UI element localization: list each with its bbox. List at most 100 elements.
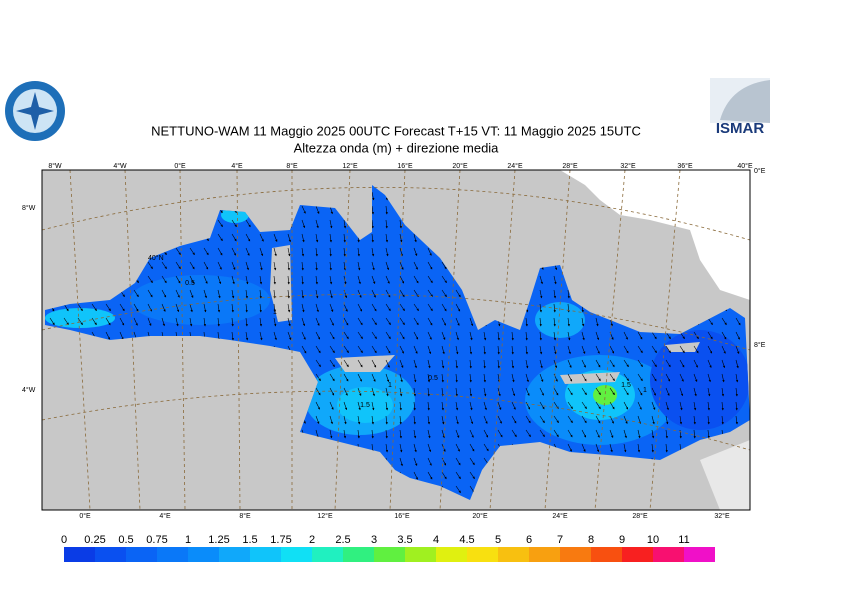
wave-arrow	[371, 233, 374, 243]
wave-arrow	[385, 275, 390, 284]
wave-arrow	[413, 359, 417, 369]
wave-arrow	[651, 415, 655, 425]
wave-arrow	[609, 373, 615, 382]
lon-label: 0°E	[79, 512, 91, 520]
wave-arrow	[357, 415, 361, 425]
colorbar-swatch	[126, 547, 157, 562]
wave-arrow	[385, 415, 388, 425]
wave-arrow	[665, 387, 670, 396]
wave-arrow	[623, 443, 627, 453]
wave-arrow	[203, 247, 209, 256]
wave-arrow	[245, 289, 249, 299]
lon-label: 20°E	[452, 162, 468, 170]
wave-arrow	[343, 233, 346, 243]
wave-arrow	[413, 443, 417, 453]
wave-arrow	[721, 331, 727, 340]
wave-arrow	[329, 345, 335, 354]
title: NETTUNO-WAM 11 Maggio 2025 00UTC Forecas…	[151, 123, 641, 138]
contour-label: 1	[643, 387, 647, 394]
wave-arrow	[399, 345, 404, 354]
wave-arrow	[651, 331, 657, 340]
wave-arrow	[427, 415, 431, 425]
wave-arrow	[231, 317, 234, 327]
wave-arrow	[385, 429, 388, 439]
wave-arrow	[147, 275, 153, 284]
wave-arrow	[329, 331, 335, 340]
wave-arrow	[679, 359, 685, 368]
wave-arrow	[357, 359, 363, 368]
wave-arrow	[427, 387, 430, 397]
wave-arrow	[469, 429, 474, 438]
wave-arrow	[455, 401, 459, 411]
wave-arrow	[525, 317, 528, 327]
wave-arrow	[203, 275, 208, 284]
wave-arrow	[637, 345, 643, 354]
wave-arrow	[315, 247, 318, 257]
wave-arrow	[651, 401, 656, 411]
colorbar-label: 9	[619, 534, 625, 546]
wave-arrow	[581, 359, 586, 368]
wave-arrow	[273, 261, 277, 271]
wave-arrow	[399, 387, 403, 397]
wave-arrow	[553, 303, 556, 313]
wave-arrow	[259, 247, 264, 257]
wave-arrow	[539, 429, 545, 438]
wave-arrow	[301, 345, 307, 354]
contour-label: 1.5	[621, 382, 631, 389]
wave-arrow	[511, 345, 514, 355]
wave-arrow	[637, 331, 643, 340]
wave-arrow	[427, 317, 433, 326]
wave-arrow	[315, 345, 321, 354]
wave-arrow	[427, 401, 430, 411]
wave-arrow	[441, 261, 447, 270]
wave-arrow	[399, 415, 402, 425]
wave-arrow	[371, 373, 376, 382]
wave-arrow	[385, 345, 391, 354]
wave-arrow	[91, 303, 97, 312]
wave-arrow	[469, 443, 475, 452]
lat-label: 0°E	[754, 167, 766, 175]
wave-arrow	[581, 415, 587, 424]
wave-arrow	[217, 219, 223, 228]
wave-arrow	[539, 275, 543, 285]
wave-arrow	[609, 401, 615, 410]
wave-arrow	[385, 205, 388, 215]
wave-arrow	[623, 429, 627, 439]
wave-arrow	[637, 429, 641, 439]
wave-arrow	[609, 359, 615, 368]
lon-label: 36°E	[677, 162, 693, 170]
lon-label: 8°W	[48, 162, 62, 170]
wave-arrow	[189, 261, 195, 270]
wave-arrow	[693, 359, 698, 368]
wave-arrow	[189, 317, 193, 327]
wave-arrow	[735, 387, 738, 397]
wave-arrow	[357, 331, 363, 340]
wave-arrow	[497, 415, 502, 424]
wave-arrow	[455, 289, 461, 298]
colorbar-label: 4.5	[459, 534, 474, 546]
wave-arrow	[49, 317, 55, 326]
wave-arrow	[525, 429, 531, 438]
wave-arrow	[329, 429, 333, 439]
wave-arrow	[595, 345, 600, 354]
wave-arrow	[399, 261, 404, 270]
wave-arrow	[301, 233, 305, 243]
wave-arrow	[665, 345, 671, 354]
wave-arrow	[735, 401, 738, 411]
wave-arrow	[203, 303, 207, 313]
wave-arrow	[567, 387, 573, 396]
wave-arrow	[539, 401, 545, 410]
wave-arrow	[651, 443, 654, 453]
lat-label: 8°W	[22, 204, 36, 212]
contour-label: 1.5	[360, 402, 370, 409]
colorbar-swatch	[560, 547, 591, 562]
wave-arrow	[301, 219, 306, 229]
lon-label: 28°E	[562, 162, 578, 170]
wave-arrow	[399, 429, 402, 439]
wave-arrow	[63, 317, 69, 326]
wave-arrow	[315, 415, 320, 425]
wave-arrow	[287, 317, 291, 327]
wave-arrow	[539, 387, 544, 396]
wave-arrow	[399, 219, 402, 229]
wave-arrow	[399, 331, 405, 340]
